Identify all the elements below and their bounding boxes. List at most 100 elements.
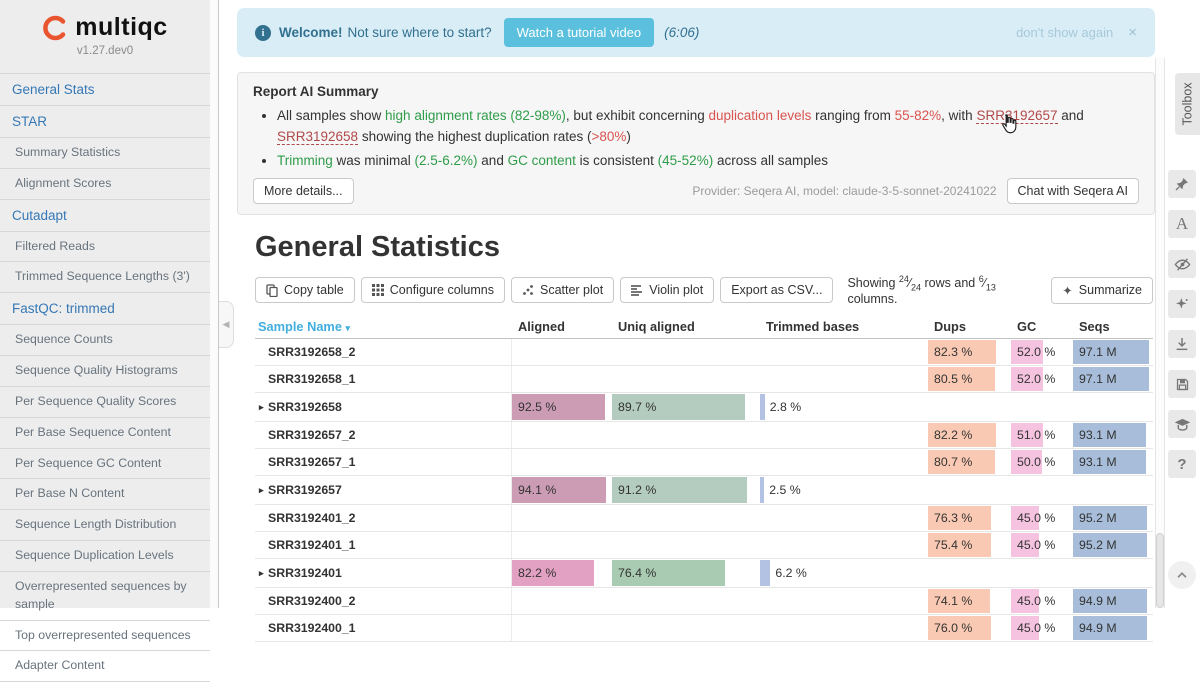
seqs-data-bar [1073, 423, 1146, 448]
column-header-sample[interactable]: Sample Name ▾ [258, 318, 351, 334]
cell-sample-name[interactable]: SRR3192401_1 [255, 532, 512, 559]
cell-sample-name[interactable]: SRR3192658_1 [255, 366, 512, 393]
trimmed-value: 2.5 % [769, 483, 801, 498]
column-header-trimmed[interactable]: Trimmed bases [766, 318, 860, 334]
sidebar-scrollbar[interactable] [210, 0, 219, 608]
sidebar-item-adapter-content[interactable]: Adapter Content [0, 651, 210, 682]
seqs-value: 93.1 M [1079, 455, 1117, 470]
close-icon[interactable]: × [1128, 24, 1137, 41]
table-row[interactable]: SRR3192657_1 80.7 % 50.0 % 93.1 M [255, 449, 1153, 477]
column-header-gc[interactable]: GC [1017, 318, 1037, 334]
expand-caret-icon[interactable]: ▸ [259, 567, 264, 578]
copy-table-button[interactable]: Copy table [255, 277, 355, 304]
table-row[interactable]: SRR3192401_2 76.3 % 45.0 % 95.2 M [255, 505, 1153, 533]
summary-text-segment: (45-52%) [657, 152, 714, 168]
cell-sample-name[interactable]: SRR3192657_2 [255, 422, 512, 449]
multiqc-logo-icon [42, 15, 68, 41]
help-icon[interactable]: ? [1168, 450, 1196, 478]
cell-sample-name[interactable]: SRR3192658_2 [255, 339, 512, 366]
watch-tutorial-button[interactable]: Watch a tutorial video [503, 18, 655, 47]
configure-columns-button[interactable]: Configure columns [360, 277, 505, 304]
cell-sample-name[interactable]: SRR3192401_2 [255, 505, 512, 532]
page-scrollbar-thumb[interactable] [1156, 533, 1164, 608]
more-details-button[interactable]: More details... [253, 177, 354, 204]
sidebar-item-per-base-n-content[interactable]: Per Base N Content [0, 479, 210, 511]
sidebar-item-cutadapt[interactable]: Cutadapt [0, 200, 210, 232]
cell-sample-name[interactable]: ▸ SRR3192401 [255, 559, 512, 588]
text-rename-icon[interactable]: A [1168, 210, 1196, 238]
column-header-seqs[interactable]: Seqs [1079, 318, 1110, 334]
table-row[interactable]: SRR3192400_2 74.1 % 45.0 % 94.9 M [255, 588, 1153, 616]
scroll-top-icon[interactable] [1168, 561, 1196, 589]
uniq-data-bar [612, 560, 726, 587]
aligned-value: 82.2 % [518, 566, 557, 581]
table-row[interactable]: SRR3192658_1 80.5 % 52.0 % 97.1 M [255, 366, 1153, 394]
sidebar-item-summary-statistics[interactable]: Summary Statistics [0, 138, 210, 169]
hide-samples-icon[interactable] [1168, 250, 1196, 278]
page-scrollbar-track[interactable] [1155, 58, 1165, 608]
tutorial-cap-icon[interactable] [1168, 410, 1196, 438]
cell-gc [1011, 476, 1073, 504]
sidebar-item-per-base-sequence-content[interactable]: Per Base Sequence Content [0, 418, 210, 449]
expand-caret-icon[interactable]: ▸ [259, 401, 264, 412]
table-row[interactable]: ▸ SRR3192401 82.2 % 76.4 % 6.2 % [255, 559, 1153, 589]
chat-seqera-button[interactable]: Chat with Seqera AI [1006, 177, 1139, 204]
download-icon[interactable] [1168, 330, 1196, 358]
pin-icon[interactable] [1168, 170, 1196, 198]
summarize-button[interactable]: ✦ Summarize [1051, 276, 1153, 304]
sidebar-item-sequence-counts[interactable]: Sequence Counts [0, 325, 210, 357]
sidebar-item-overrepresented-sequences-by-sample[interactable]: Overrepresented sequences by sample [0, 572, 210, 621]
cell-sample-name[interactable]: ▸ SRR3192658 [255, 393, 512, 422]
table-row[interactable]: SRR3192657_2 82.2 % 51.0 % 93.1 M [255, 422, 1153, 450]
cell-sample-name[interactable]: SRR3192400_2 [255, 588, 512, 615]
sidebar-item-sequence-quality-histograms[interactable]: Sequence Quality Histograms [0, 356, 210, 387]
cell-trimmed: 2.5 % [760, 476, 928, 504]
sidebar-item-sequence-length-distribution[interactable]: Sequence Length Distribution [0, 510, 210, 542]
cell-dups: 82.2 % [928, 422, 1011, 448]
summary-text-segment: >80% [591, 128, 627, 144]
sidebar-item-top-overrepresented-sequences[interactable]: Top overrepresented sequences [0, 621, 210, 652]
seqs-value: 95.2 M [1079, 511, 1117, 526]
sample-link[interactable]: SRR3192657 [976, 108, 1058, 124]
column-header-dups[interactable]: Dups [934, 318, 966, 334]
scatter-plot-button[interactable]: Scatter plot [510, 277, 615, 304]
gc-value: 50.0 % [1017, 455, 1056, 470]
violin-plot-button[interactable]: Violin plot [620, 277, 715, 304]
cell-sample-name[interactable]: SRR3192400_1 [255, 615, 512, 642]
summary-text-segment: (2.5-6.2%) [414, 152, 478, 168]
ai-sparkle-icon[interactable] [1168, 290, 1196, 318]
cell-sample-name[interactable]: ▸ SRR3192657 [255, 476, 512, 505]
table-row[interactable]: ▸ SRR3192657 94.1 % 91.2 % 2.5 % [255, 476, 1153, 506]
cell-uniq [612, 532, 760, 558]
dups-value: 75.4 % [934, 538, 973, 553]
sidebar-item-per-sequence-quality-scores[interactable]: Per Sequence Quality Scores [0, 387, 210, 418]
sample-link[interactable]: SRR3192658 [277, 128, 359, 145]
dont-show-again-link[interactable]: don't show again [1016, 25, 1114, 40]
toolbox-tab[interactable]: Toolbox [1175, 73, 1200, 135]
cell-sample-name[interactable]: SRR3192657_1 [255, 449, 512, 476]
dups-value: 82.3 % [934, 345, 973, 360]
sidebar-item-general-stats[interactable]: General Stats [0, 74, 210, 106]
expand-caret-icon[interactable]: ▸ [259, 484, 264, 495]
sidebar-item-star[interactable]: STAR [0, 106, 210, 138]
sidebar-collapse-handle[interactable]: ◀ [219, 301, 234, 348]
column-header-uniq[interactable]: Uniq aligned [618, 318, 695, 334]
cell-trimmed [760, 366, 928, 392]
table-row[interactable]: ▸ SRR3192658 92.5 % 89.7 % 2.8 % [255, 393, 1153, 423]
table-row[interactable]: SRR3192401_1 75.4 % 45.0 % 95.2 M [255, 532, 1153, 560]
save-icon[interactable] [1168, 370, 1196, 398]
table-row[interactable]: SRR3192400_1 76.0 % 45.0 % 94.9 M [255, 615, 1153, 643]
sidebar-item-fastqc-trimmed[interactable]: FastQC: trimmed [0, 293, 210, 326]
sidebar-item-trimmed-sequence-lengths-3[interactable]: Trimmed Sequence Lengths (3') [0, 262, 210, 294]
column-header-aligned[interactable]: Aligned [518, 318, 565, 334]
sidebar-item-filtered-reads[interactable]: Filtered Reads [0, 232, 210, 263]
summary-text-segment: , but exhibit concerning [565, 108, 709, 123]
export-csv-button[interactable]: Export as CSV... [720, 277, 834, 304]
sidebar-item-per-sequence-gc-content[interactable]: Per Sequence GC Content [0, 449, 210, 480]
aligned-value: 94.1 % [518, 483, 557, 498]
table-row[interactable]: SRR3192658_2 82.3 % 52.0 % 97.1 M [255, 339, 1153, 367]
sparkle-icon: ✦ [1062, 283, 1073, 298]
sidebar-item-alignment-scores[interactable]: Alignment Scores [0, 169, 210, 200]
sidebar-item-sequence-duplication-levels[interactable]: Sequence Duplication Levels [0, 541, 210, 572]
cell-aligned [512, 615, 612, 641]
